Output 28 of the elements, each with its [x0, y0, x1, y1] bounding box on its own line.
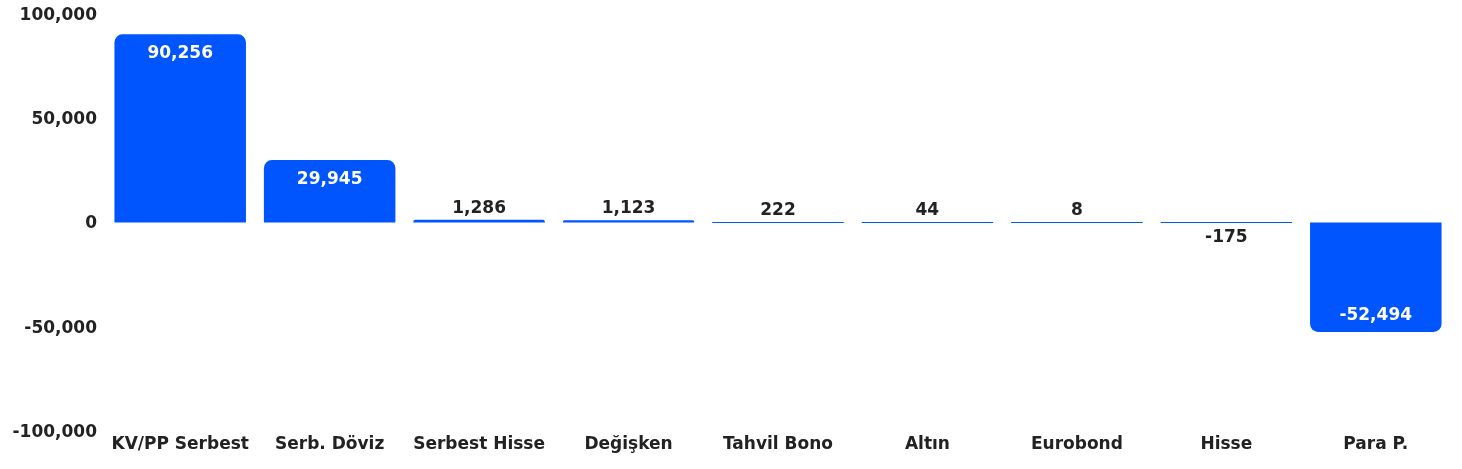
x-tick-label: Hisse — [1200, 433, 1253, 453]
data-label: -52,494 — [1339, 303, 1413, 324]
data-label: -175 — [1205, 226, 1248, 246]
x-tick-label: Para P. — [1343, 433, 1409, 453]
bar — [263, 160, 396, 223]
data-label: 1,286 — [452, 196, 506, 217]
data-label: 1,123 — [601, 197, 656, 218]
x-tick-label: Serbest Hisse — [413, 433, 546, 453]
bar — [562, 220, 695, 223]
data-label: 222 — [760, 199, 796, 219]
x-tick-label: Değişken — [584, 433, 673, 453]
x-tick-label: Tahvil Bono — [722, 433, 834, 453]
data-label: 29,945 — [296, 168, 363, 189]
x-tick-label: Serb. Döviz — [275, 433, 385, 453]
x-tick-label: Altın — [904, 433, 950, 453]
bar — [114, 34, 246, 223]
y-tick-label: -100,000 — [12, 420, 98, 441]
bar — [1310, 222, 1442, 332]
x-tick-label: Eurobond — [1030, 433, 1123, 453]
data-label: 44 — [915, 199, 940, 219]
data-label: 8 — [1070, 199, 1083, 219]
y-tick-label: 0 — [85, 212, 98, 233]
y-tick-label: 50,000 — [31, 108, 98, 129]
x-tick-label: KV/PP Serbest — [111, 433, 249, 453]
y-tick-label: -50,000 — [24, 316, 98, 337]
bar — [413, 219, 545, 223]
y-tick-label: 100,000 — [19, 3, 98, 24]
data-label: 90,256 — [147, 42, 213, 63]
